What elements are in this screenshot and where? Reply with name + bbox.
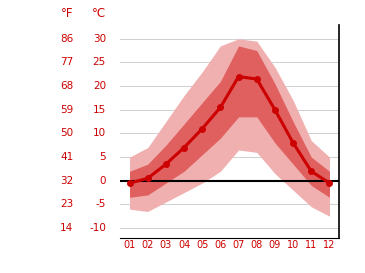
Text: 15: 15: [93, 105, 106, 115]
Point: [181, 146, 187, 150]
Text: 86: 86: [60, 34, 73, 44]
Text: 77: 77: [60, 57, 73, 67]
Text: 5: 5: [99, 152, 106, 162]
Point: [218, 105, 223, 109]
Text: 59: 59: [60, 105, 73, 115]
Point: [199, 126, 205, 131]
Point: [327, 181, 333, 185]
Point: [308, 169, 314, 173]
Point: [290, 141, 296, 145]
Text: 25: 25: [93, 57, 106, 67]
Text: 50: 50: [60, 128, 73, 138]
Text: -5: -5: [96, 199, 106, 209]
Text: -10: -10: [89, 223, 106, 233]
Text: °C: °C: [92, 7, 106, 20]
Point: [127, 181, 132, 185]
Text: 20: 20: [93, 81, 106, 91]
Text: 68: 68: [60, 81, 73, 91]
Text: 0: 0: [99, 176, 106, 186]
Text: 10: 10: [93, 128, 106, 138]
Point: [163, 162, 169, 166]
Point: [254, 77, 260, 81]
Text: °F: °F: [61, 7, 73, 20]
Point: [145, 176, 151, 180]
Text: 14: 14: [60, 223, 73, 233]
Text: 30: 30: [93, 34, 106, 44]
Point: [272, 108, 278, 112]
Text: 41: 41: [60, 152, 73, 162]
Point: [236, 75, 242, 79]
Text: 23: 23: [60, 199, 73, 209]
Text: 32: 32: [60, 176, 73, 186]
